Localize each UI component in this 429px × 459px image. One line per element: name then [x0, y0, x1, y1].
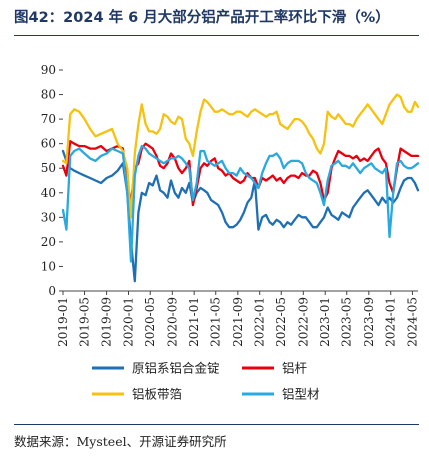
x-tick-label: 2019-05	[78, 297, 92, 347]
x-tick-label: 2019-09	[100, 297, 114, 347]
figure-title: 图42：2024 年 6 月大部分铝产品开工率环比下滑（%）	[14, 10, 390, 26]
x-tick-label: 2022-05	[274, 297, 288, 347]
y-tick-label: 80	[41, 88, 56, 102]
x-tick-label: 2023-05	[340, 297, 354, 347]
x-tick-label: 2021-09	[231, 297, 245, 347]
y-tick-label: 30	[41, 210, 56, 224]
x-tick-label: 2020-09	[165, 297, 179, 347]
x-tick-label: 2023-01	[318, 297, 332, 347]
legend-label: 铝型材	[282, 387, 320, 402]
source-note: 数据来源：Mysteel、开源证券研究所	[14, 434, 227, 449]
x-tick-label: 2021-05	[209, 297, 223, 347]
x-tick-label: 2024-05	[405, 297, 419, 347]
series-line-4	[61, 144, 420, 263]
x-tick-label: 2019-01	[56, 297, 70, 347]
x-tick-label: 2020-05	[143, 297, 157, 347]
legend-label: 铝杆	[282, 361, 308, 376]
x-tick-label: 2024-01	[384, 297, 398, 347]
legend-label: 原铝系铝合金锭	[132, 361, 220, 376]
x-tick-label: 2021-01	[187, 297, 201, 347]
y-tick-label: 40	[41, 186, 56, 200]
legend-label: 铝板带箔	[132, 387, 182, 402]
x-tick-label: 2020-01	[122, 297, 136, 347]
y-tick-label: 0	[48, 284, 56, 298]
title-rule	[14, 35, 419, 36]
x-tick-label: 2023-09	[362, 297, 376, 347]
y-tick-label: 70	[41, 112, 56, 126]
y-tick-label: 10	[41, 259, 56, 273]
y-tick-label: 50	[41, 161, 56, 175]
x-tick-label: 2022-01	[253, 297, 267, 347]
y-tick-label: 20	[41, 235, 56, 249]
source-rule	[14, 424, 419, 425]
y-tick-label: 90	[41, 63, 56, 77]
series-line-1	[61, 149, 420, 283]
series-line-3	[61, 93, 420, 219]
x-tick-label: 2022-09	[296, 297, 310, 347]
y-tick-label: 60	[41, 137, 56, 151]
chart-axes: 0 10 20 30 40 50 60 70 80 90 2019-01 2019-05 2019-09…	[41, 63, 420, 347]
chart-series	[61, 93, 420, 283]
